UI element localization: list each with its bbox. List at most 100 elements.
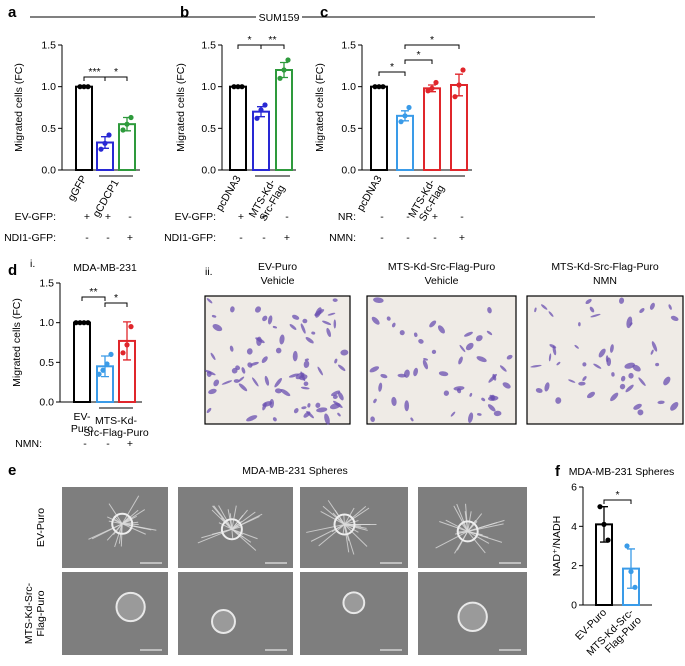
stained-cell — [655, 362, 660, 367]
sphere-strand — [322, 505, 345, 525]
stained-cell — [204, 369, 216, 376]
stained-cell — [633, 403, 642, 410]
stained-cell — [233, 379, 240, 383]
stained-cell — [391, 322, 396, 328]
sphere-strand — [467, 523, 504, 532]
x-tick-label: EV-Puro — [71, 411, 93, 435]
subpanel-label: i. — [30, 258, 35, 270]
stained-cell — [609, 344, 614, 353]
sphere-strand — [121, 523, 146, 535]
significance-bracket — [104, 76, 128, 81]
stained-cell — [502, 382, 511, 389]
condition-mark: + — [105, 211, 111, 223]
x-tick-label: gGFP — [65, 174, 89, 204]
y-tick-label: 0.0 — [341, 165, 356, 177]
panel-label: d — [8, 262, 17, 279]
stained-cell — [619, 383, 626, 390]
stained-cell — [586, 391, 596, 399]
stained-cell — [307, 403, 311, 408]
stained-cell — [578, 381, 586, 386]
sphere-strand — [108, 503, 123, 525]
header: SUM159 — [259, 12, 300, 24]
data-point — [452, 94, 458, 100]
sphere-strand — [342, 524, 346, 534]
sphere-strand — [318, 524, 345, 547]
data-point — [624, 543, 630, 549]
condition-mark: - — [285, 211, 289, 223]
panel-label: b — [180, 4, 189, 21]
condition-mark: + — [284, 232, 290, 244]
error-bar — [123, 321, 131, 361]
stained-cell — [410, 417, 414, 422]
panel-label: e — [8, 462, 16, 479]
stained-cell — [340, 349, 349, 356]
data-point — [433, 79, 439, 86]
stained-cell — [241, 367, 246, 374]
x-tick-label-line: Src-Flag-Puro — [83, 427, 149, 439]
sphere-strand — [106, 523, 123, 541]
sphere-strand — [231, 511, 256, 530]
panel-label: a — [8, 4, 17, 21]
bar — [252, 110, 270, 171]
stained-cell — [391, 396, 397, 407]
stained-cell — [574, 344, 579, 349]
bar — [73, 321, 91, 403]
significance-label: * — [114, 66, 118, 78]
stained-cell — [337, 412, 341, 417]
condition-mark: - — [128, 211, 132, 223]
sphere-strand — [467, 530, 503, 543]
sphere-strand — [218, 522, 233, 530]
bar — [370, 85, 388, 171]
sphere-strand — [467, 530, 490, 544]
sphere-strand — [461, 522, 469, 532]
data-point — [632, 584, 638, 590]
stained-cell — [322, 320, 332, 326]
y-tick-label: 0.5 — [201, 123, 216, 135]
y-tick-label: 0.0 — [201, 165, 216, 177]
y-axis-label: Migrated cells (FC) — [175, 63, 187, 152]
stained-cell — [208, 388, 217, 395]
stained-cell — [450, 411, 456, 417]
stained-cell — [535, 388, 543, 393]
data-point — [277, 75, 283, 81]
micrograph — [366, 295, 517, 425]
condition-mark: + — [238, 211, 244, 223]
stained-cell — [578, 322, 581, 327]
sphere-strand — [435, 530, 468, 549]
stained-cell — [413, 332, 418, 338]
significance-bracket — [404, 44, 460, 49]
condition-mark: - — [433, 232, 437, 244]
stained-cell — [437, 325, 445, 334]
bar — [275, 69, 293, 171]
stained-cell — [292, 350, 298, 362]
stained-cell — [264, 375, 270, 386]
condition-name: EV-GFP: — [15, 211, 56, 223]
sphere-strand — [344, 523, 368, 531]
stained-cell — [606, 357, 612, 367]
data-point — [235, 84, 241, 90]
sphere — [342, 591, 366, 615]
stained-cell — [487, 307, 492, 314]
stained-cell — [475, 335, 483, 342]
stained-cell — [429, 320, 437, 328]
stained-cell — [469, 392, 473, 397]
sphere-strand — [231, 528, 252, 543]
y-tick-label: 0.5 — [41, 123, 56, 135]
data-point — [81, 84, 87, 90]
data-point — [98, 146, 104, 152]
stained-cell — [210, 352, 216, 361]
stained-cell — [413, 367, 419, 377]
row-label: EV-Puro — [35, 508, 47, 547]
stained-cell — [334, 358, 338, 364]
data-point — [258, 107, 264, 113]
stained-cell — [465, 342, 474, 351]
condition-name: NR: — [338, 211, 356, 223]
sphere-strand — [114, 523, 123, 548]
sphere-strand — [453, 505, 469, 532]
stained-cell — [229, 345, 234, 352]
stained-cell — [490, 394, 496, 401]
error-bar — [101, 355, 109, 378]
data-point — [96, 371, 102, 377]
stained-cell — [275, 347, 282, 354]
stained-cell — [438, 371, 449, 377]
